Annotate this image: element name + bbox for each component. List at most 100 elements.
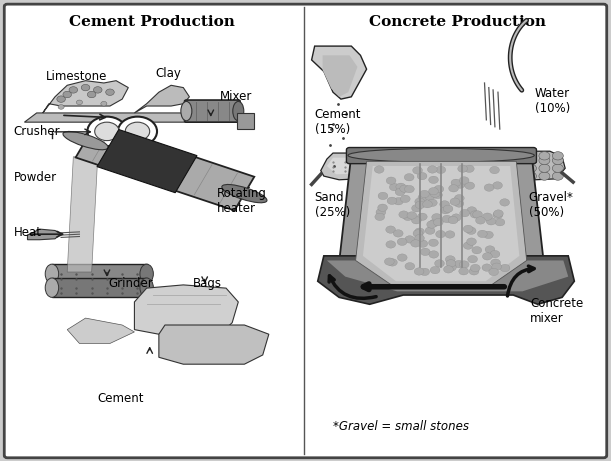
Circle shape xyxy=(446,260,456,267)
Circle shape xyxy=(489,268,499,276)
Circle shape xyxy=(425,227,435,234)
Text: Powder: Powder xyxy=(13,171,57,184)
Polygon shape xyxy=(159,325,269,364)
Circle shape xyxy=(512,164,523,172)
FancyBboxPatch shape xyxy=(4,4,607,458)
Circle shape xyxy=(429,219,439,227)
Ellipse shape xyxy=(140,264,153,284)
Circle shape xyxy=(454,200,464,207)
Circle shape xyxy=(485,246,495,253)
Circle shape xyxy=(470,264,480,272)
Circle shape xyxy=(413,230,423,237)
Circle shape xyxy=(475,217,485,224)
Polygon shape xyxy=(97,130,197,193)
Circle shape xyxy=(397,238,407,245)
Circle shape xyxy=(386,226,395,233)
Circle shape xyxy=(434,260,444,267)
Circle shape xyxy=(76,100,82,105)
Text: Clay: Clay xyxy=(156,67,181,80)
Polygon shape xyxy=(327,260,568,291)
Ellipse shape xyxy=(45,278,59,297)
Polygon shape xyxy=(43,81,128,113)
Circle shape xyxy=(463,225,473,233)
Circle shape xyxy=(415,201,425,209)
Circle shape xyxy=(441,207,450,214)
Circle shape xyxy=(411,240,420,247)
Circle shape xyxy=(428,199,437,207)
Circle shape xyxy=(512,172,523,180)
Circle shape xyxy=(525,156,536,165)
Circle shape xyxy=(448,216,458,224)
Ellipse shape xyxy=(45,264,59,284)
Circle shape xyxy=(512,156,523,165)
Circle shape xyxy=(407,212,417,219)
Circle shape xyxy=(93,87,102,93)
Circle shape xyxy=(386,177,396,184)
Circle shape xyxy=(414,268,424,275)
Circle shape xyxy=(69,87,78,93)
Circle shape xyxy=(434,185,444,193)
Circle shape xyxy=(428,188,438,195)
FancyBboxPatch shape xyxy=(185,100,240,122)
Circle shape xyxy=(467,207,477,214)
Circle shape xyxy=(499,152,510,160)
Polygon shape xyxy=(27,229,61,240)
Circle shape xyxy=(468,255,478,263)
Circle shape xyxy=(393,230,403,237)
Circle shape xyxy=(384,258,394,265)
Circle shape xyxy=(443,205,453,213)
Circle shape xyxy=(539,156,550,165)
Circle shape xyxy=(451,179,461,187)
Circle shape xyxy=(415,228,425,236)
Circle shape xyxy=(490,250,500,258)
Circle shape xyxy=(494,210,503,217)
Text: Sand
(25%): Sand (25%) xyxy=(315,191,350,219)
Circle shape xyxy=(552,152,563,160)
Circle shape xyxy=(500,264,510,272)
Text: Mixer: Mixer xyxy=(220,90,252,103)
Text: Cement: Cement xyxy=(98,392,144,405)
Circle shape xyxy=(454,260,464,268)
Circle shape xyxy=(450,198,460,205)
Circle shape xyxy=(455,181,465,188)
Circle shape xyxy=(375,166,384,173)
Circle shape xyxy=(395,188,405,195)
Circle shape xyxy=(425,193,435,201)
Polygon shape xyxy=(52,264,147,284)
Circle shape xyxy=(415,198,425,205)
Circle shape xyxy=(470,211,480,218)
Circle shape xyxy=(101,101,107,106)
Polygon shape xyxy=(356,161,527,287)
Circle shape xyxy=(442,215,452,223)
Circle shape xyxy=(403,213,413,220)
Circle shape xyxy=(452,214,461,221)
Ellipse shape xyxy=(63,131,108,150)
Circle shape xyxy=(466,227,476,235)
Circle shape xyxy=(433,219,443,226)
Circle shape xyxy=(411,217,421,224)
Circle shape xyxy=(397,254,407,261)
Circle shape xyxy=(492,263,502,271)
Circle shape xyxy=(58,105,64,109)
Text: Heat: Heat xyxy=(13,226,42,239)
Circle shape xyxy=(495,219,505,226)
Circle shape xyxy=(440,201,450,208)
Polygon shape xyxy=(67,318,134,343)
Circle shape xyxy=(420,190,430,198)
Circle shape xyxy=(378,204,387,212)
Polygon shape xyxy=(312,46,367,99)
Circle shape xyxy=(400,195,410,202)
Circle shape xyxy=(118,117,157,146)
Circle shape xyxy=(387,259,397,266)
Circle shape xyxy=(500,199,510,206)
Circle shape xyxy=(405,263,415,270)
Circle shape xyxy=(436,230,445,238)
Text: Bags: Bags xyxy=(192,277,221,290)
Circle shape xyxy=(489,166,499,174)
Polygon shape xyxy=(318,256,574,304)
Circle shape xyxy=(444,266,453,273)
Circle shape xyxy=(412,167,422,174)
Ellipse shape xyxy=(140,278,153,297)
Text: Water
(10%): Water (10%) xyxy=(535,88,570,115)
Circle shape xyxy=(552,164,563,172)
